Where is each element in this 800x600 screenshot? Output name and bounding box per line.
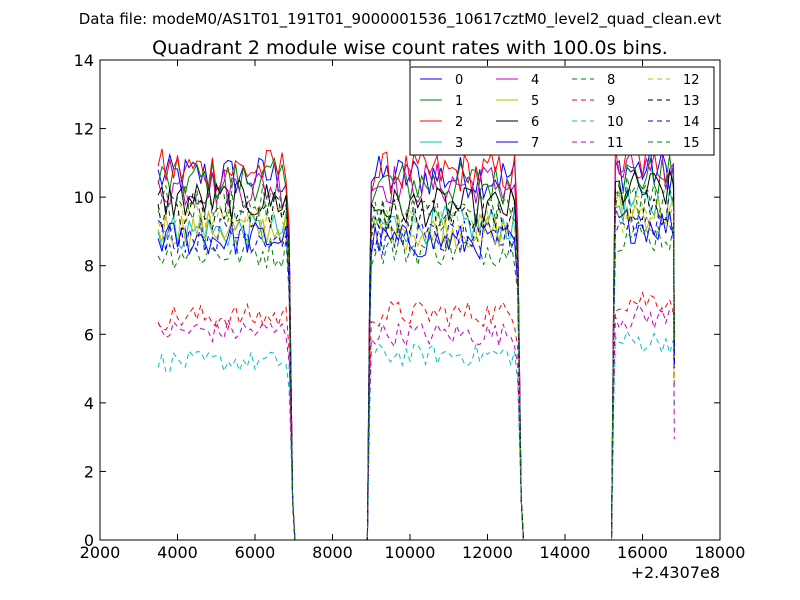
y-tick-label: 4 — [84, 394, 94, 413]
legend-label-14: 14 — [683, 115, 700, 130]
series-line-15 — [157, 176, 675, 541]
legend-label-12: 12 — [683, 73, 700, 88]
legend-label-2: 2 — [455, 115, 463, 130]
x-tick-label: 6000 — [235, 543, 276, 562]
series-layer — [157, 145, 675, 541]
chart-suptitle: Data file: modeM0/AS1T01_191T01_90000015… — [79, 10, 722, 29]
series-line-10 — [157, 330, 675, 541]
y-tick-label: 14 — [74, 51, 94, 70]
legend-label-13: 13 — [683, 94, 700, 109]
legend-label-11: 11 — [607, 136, 624, 151]
legend-box — [409, 66, 715, 156]
legend-label-9: 9 — [607, 94, 615, 109]
x-tick-label: 4000 — [157, 543, 198, 562]
legend-label-3: 3 — [455, 136, 463, 151]
y-tick-label: 2 — [84, 462, 94, 481]
legend-label-1: 1 — [455, 94, 463, 109]
legend-label-6: 6 — [531, 115, 539, 130]
y-tick-label: 12 — [74, 120, 94, 139]
y-tick-label: 6 — [84, 325, 94, 344]
x-tick-label: 14000 — [540, 543, 591, 562]
legend-label-0: 0 — [455, 73, 463, 88]
x-offset-label: +2.4307e8 — [631, 563, 720, 582]
series-line-14 — [157, 213, 675, 541]
y-tick-label: 10 — [74, 188, 94, 207]
x-tick-label: 8000 — [312, 543, 353, 562]
y-tick-label: 0 — [84, 531, 94, 550]
legend-label-15: 15 — [683, 136, 700, 151]
series-line-11 — [157, 303, 675, 541]
series-line-2 — [157, 145, 675, 541]
series-line-5 — [157, 193, 675, 541]
series-line-8 — [157, 221, 675, 541]
legend-label-4: 4 — [531, 73, 539, 88]
series-line-4 — [157, 151, 675, 541]
legend-label-7: 7 — [531, 136, 539, 151]
plot-frame — [99, 59, 721, 541]
axes-layer: 2000 4000 6000 8000 10000 12000 14000 16000 1800… — [74, 51, 746, 562]
x-tick-label: 2000 — [80, 543, 121, 562]
series-line-6 — [157, 169, 675, 541]
legend-label-10: 10 — [607, 115, 624, 130]
series-line-1 — [157, 155, 675, 541]
chart-title: Quadrant 2 module wise count rates with … — [152, 37, 668, 59]
x-tick-label: 18000 — [695, 543, 746, 562]
x-tick-label: 16000 — [617, 543, 668, 562]
y-tick-label: 8 — [84, 257, 94, 276]
series-line-9 — [157, 291, 675, 541]
series-line-0 — [157, 149, 675, 541]
series-line-12 — [157, 195, 675, 541]
legend-label-5: 5 — [531, 94, 539, 109]
x-tick-label: 10000 — [385, 543, 436, 562]
legend-label-8: 8 — [607, 73, 615, 88]
x-tick-label: 12000 — [462, 543, 513, 562]
